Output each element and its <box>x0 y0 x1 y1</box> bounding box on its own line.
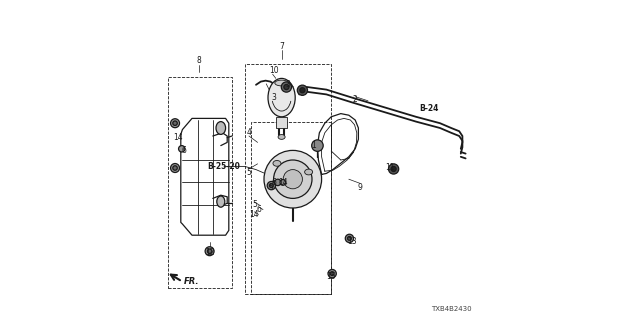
Ellipse shape <box>216 122 226 134</box>
Text: TXB4B2430: TXB4B2430 <box>431 306 472 312</box>
Circle shape <box>297 85 307 95</box>
Circle shape <box>280 180 285 185</box>
Ellipse shape <box>268 78 295 117</box>
Ellipse shape <box>305 169 312 175</box>
Text: 5: 5 <box>268 183 273 192</box>
Text: 6: 6 <box>182 146 186 155</box>
Circle shape <box>207 249 212 253</box>
Ellipse shape <box>273 161 281 166</box>
Circle shape <box>179 146 185 152</box>
Bar <box>276 117 287 128</box>
Text: 6: 6 <box>257 205 262 214</box>
Text: 9: 9 <box>358 183 362 192</box>
Text: 13: 13 <box>347 237 357 246</box>
Text: B-24: B-24 <box>419 104 438 113</box>
Circle shape <box>283 170 302 189</box>
Circle shape <box>170 119 179 128</box>
Text: 2: 2 <box>353 95 358 104</box>
Text: 14: 14 <box>250 210 259 219</box>
Circle shape <box>346 234 354 243</box>
Circle shape <box>284 84 289 90</box>
Text: 3: 3 <box>271 93 276 102</box>
Circle shape <box>391 166 396 172</box>
Text: B-25-20: B-25-20 <box>207 162 241 171</box>
Circle shape <box>312 140 323 151</box>
Circle shape <box>328 269 337 278</box>
Text: FR.: FR. <box>184 277 200 286</box>
Ellipse shape <box>275 80 289 86</box>
Circle shape <box>264 150 321 208</box>
Circle shape <box>173 121 177 125</box>
Text: 10: 10 <box>269 66 278 75</box>
Circle shape <box>348 236 351 240</box>
Circle shape <box>173 166 177 170</box>
Circle shape <box>170 164 179 172</box>
Text: 6: 6 <box>271 178 276 187</box>
Circle shape <box>388 164 399 174</box>
Text: 5: 5 <box>252 200 257 209</box>
Circle shape <box>274 160 312 198</box>
Circle shape <box>275 179 281 186</box>
Text: 15: 15 <box>326 272 336 281</box>
Circle shape <box>282 82 292 92</box>
Text: 1: 1 <box>311 141 316 150</box>
Circle shape <box>330 272 334 276</box>
Circle shape <box>300 88 305 93</box>
Circle shape <box>268 181 276 190</box>
Text: 14: 14 <box>278 178 288 187</box>
Text: 12: 12 <box>205 248 214 257</box>
Ellipse shape <box>217 196 225 207</box>
Text: 14: 14 <box>173 133 182 142</box>
Text: 8: 8 <box>197 56 202 65</box>
Circle shape <box>205 247 214 256</box>
Text: 11: 11 <box>386 164 395 172</box>
Ellipse shape <box>278 134 285 140</box>
Text: 4: 4 <box>246 128 252 137</box>
Text: 5: 5 <box>246 168 252 177</box>
Circle shape <box>269 184 273 188</box>
Text: 7: 7 <box>279 42 284 51</box>
Text: 3: 3 <box>285 80 291 89</box>
